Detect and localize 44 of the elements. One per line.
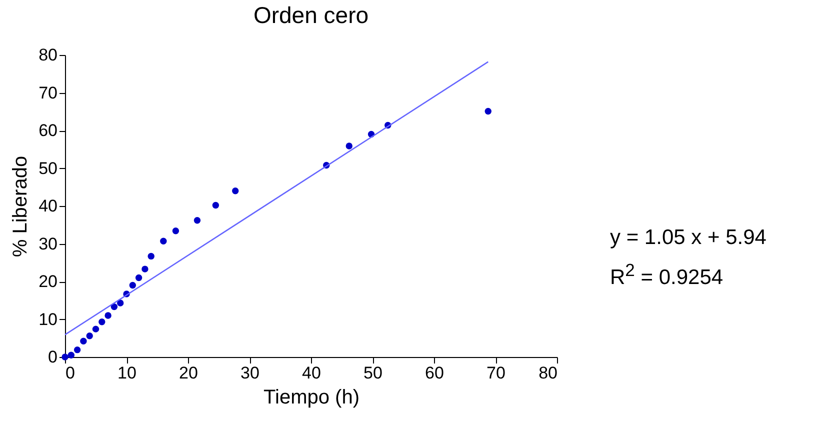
chart-title: Orden cero [253, 2, 369, 28]
text: y = 1.05 x + 5.94 [610, 225, 766, 251]
point [135, 274, 142, 282]
y-tick-label: 30 [38, 234, 58, 254]
x-tick-label: 10 [118, 364, 136, 382]
x-axis-title: Tiempo (h) [264, 386, 360, 408]
y-tick-label: 10 [38, 310, 58, 329]
y-axis-title: % Liberado [10, 156, 32, 258]
x-tick-label: 80 [538, 364, 558, 382]
x-tick-label: 40 [302, 364, 321, 382]
y-tick-label: 0 [48, 348, 58, 366]
text: R$^{2}$ = 0.9254 [610, 259, 724, 291]
y-tick-label: 60 [38, 121, 58, 140]
point [116, 300, 124, 306]
x-tick-label: 30 [240, 364, 260, 382]
y-tick-label: 70 [38, 83, 58, 102]
point [346, 142, 352, 150]
point [80, 338, 87, 344]
x-tick-label: 0 [66, 364, 75, 382]
x-tick-label: 70 [486, 364, 506, 382]
point [160, 238, 167, 244]
y-tick-label: 20 [38, 272, 58, 291]
point [104, 312, 112, 319]
point [194, 217, 201, 224]
y-tick-label: 40 [38, 196, 58, 216]
x-tick-label: 20 [179, 364, 198, 382]
point [232, 188, 239, 194]
y-tick-label: 50 [38, 158, 58, 178]
point [129, 282, 136, 289]
point [484, 108, 492, 115]
x-tick-label: 60 [425, 364, 444, 382]
point [148, 252, 154, 260]
y-tick-label: 80 [38, 46, 58, 64]
point [92, 326, 100, 332]
point [110, 303, 118, 310]
point [172, 228, 180, 234]
point [62, 354, 68, 360]
point [212, 202, 220, 209]
point [74, 346, 81, 354]
point [142, 266, 148, 272]
point [86, 332, 93, 340]
point [98, 318, 106, 326]
x-tick-label: 50 [364, 364, 382, 382]
point [68, 352, 75, 358]
